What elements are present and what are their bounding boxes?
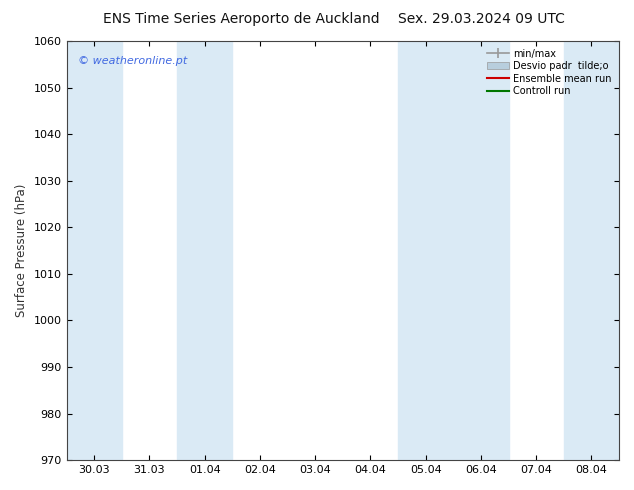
Bar [398, 41, 508, 460]
Legend: min/max, Desvio padr  tilde;o, Ensemble mean run, Controll run: min/max, Desvio padr tilde;o, Ensemble m… [484, 46, 614, 99]
Bar [177, 41, 232, 460]
Text: Sex. 29.03.2024 09 UTC: Sex. 29.03.2024 09 UTC [398, 12, 566, 26]
Y-axis label: Surface Pressure (hPa): Surface Pressure (hPa) [15, 184, 28, 318]
Bar [67, 41, 122, 460]
Text: © weatheronline.pt: © weatheronline.pt [77, 56, 187, 66]
Text: ENS Time Series Aeroporto de Auckland: ENS Time Series Aeroporto de Auckland [103, 12, 379, 26]
Bar [564, 41, 619, 460]
